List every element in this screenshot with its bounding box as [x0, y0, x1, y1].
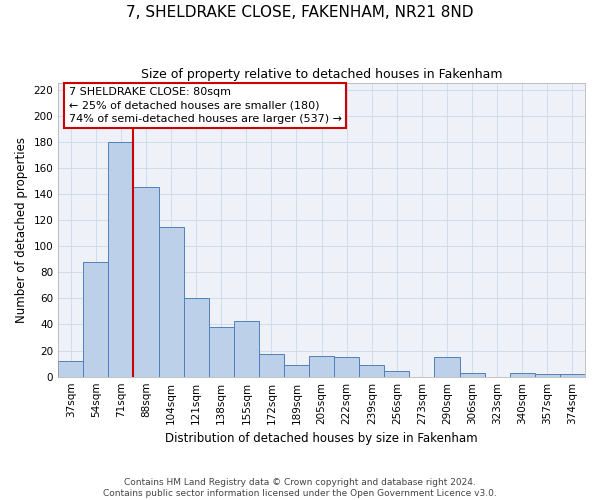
X-axis label: Distribution of detached houses by size in Fakenham: Distribution of detached houses by size … [165, 432, 478, 445]
Bar [284, 365, 309, 376]
Bar [460, 373, 485, 376]
Bar [560, 374, 585, 376]
Text: 7, SHELDRAKE CLOSE, FAKENHAM, NR21 8ND: 7, SHELDRAKE CLOSE, FAKENHAM, NR21 8ND [126, 5, 474, 20]
Bar [535, 374, 560, 376]
Bar [209, 327, 234, 376]
Bar [510, 373, 535, 376]
Bar [184, 298, 209, 376]
Bar [434, 357, 460, 376]
Title: Size of property relative to detached houses in Fakenham: Size of property relative to detached ho… [141, 68, 502, 80]
Bar [58, 361, 83, 376]
Y-axis label: Number of detached properties: Number of detached properties [15, 137, 28, 323]
Bar [385, 372, 409, 376]
Bar [234, 320, 259, 376]
Bar [359, 365, 385, 376]
Bar [334, 357, 359, 376]
Bar [133, 188, 158, 376]
Bar [83, 262, 109, 376]
Text: 7 SHELDRAKE CLOSE: 80sqm
← 25% of detached houses are smaller (180)
74% of semi-: 7 SHELDRAKE CLOSE: 80sqm ← 25% of detach… [69, 88, 342, 124]
Bar [109, 142, 133, 376]
Bar [309, 356, 334, 376]
Bar [158, 226, 184, 376]
Text: Contains HM Land Registry data © Crown copyright and database right 2024.
Contai: Contains HM Land Registry data © Crown c… [103, 478, 497, 498]
Bar [259, 354, 284, 376]
